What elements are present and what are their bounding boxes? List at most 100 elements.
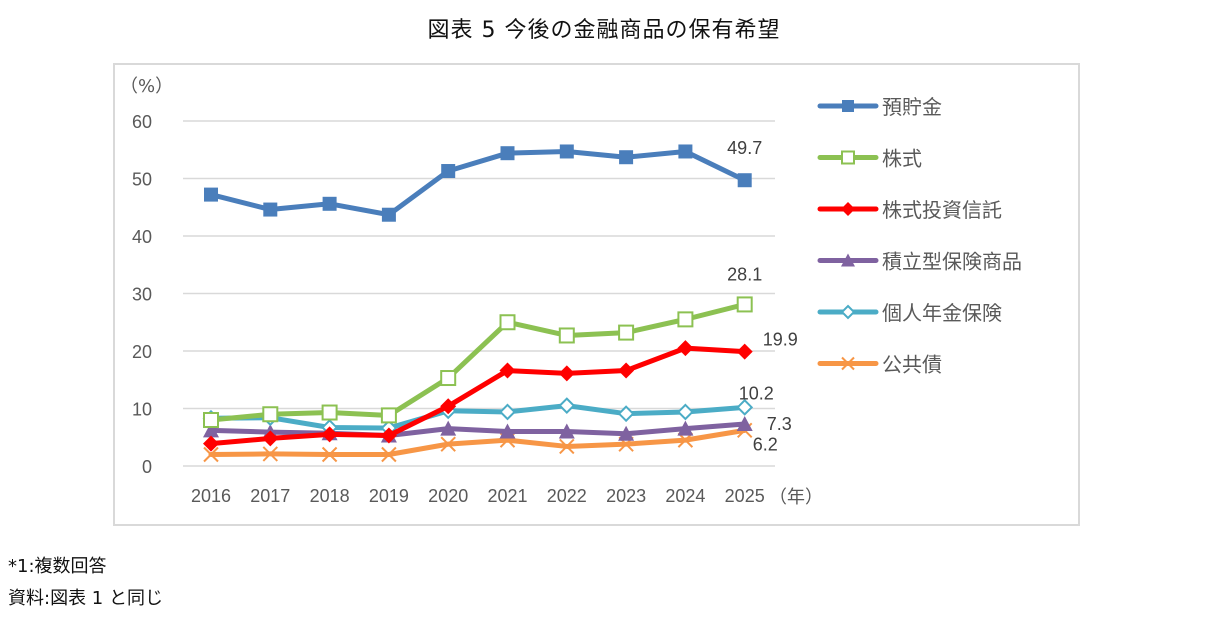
x-tick-label: 2021 — [487, 486, 527, 506]
legend-label: 預貯金 — [882, 95, 942, 119]
legend-marker — [841, 356, 855, 371]
footnote-multiple-answers: *1:複数回答 — [8, 556, 107, 577]
data-point — [500, 146, 515, 161]
data-point — [558, 327, 575, 344]
legend-marker — [842, 100, 854, 112]
data-point — [558, 365, 575, 382]
data-point — [321, 426, 338, 443]
y-tick-label: 0 — [142, 457, 152, 477]
legend-label: 株式投資信託 — [882, 198, 1002, 222]
y-axis-ticks: 0 10 20 30 40 50 60 — [132, 112, 152, 477]
legend-marker — [840, 304, 856, 320]
legend-label: 株式 — [882, 147, 922, 171]
series-1 — [203, 296, 753, 428]
data-point — [441, 164, 456, 179]
series-line — [208, 148, 748, 218]
legend-item: 積立型保険商品 — [817, 250, 1022, 274]
data-label: 28.1 — [727, 264, 762, 284]
data-point — [203, 435, 219, 452]
series-0 — [204, 144, 752, 222]
data-point — [736, 296, 753, 313]
series-line — [208, 301, 748, 423]
x-tick-label: 2024 — [665, 486, 705, 506]
data-point — [262, 406, 279, 423]
data-point — [321, 404, 338, 421]
series-line — [208, 427, 748, 457]
data-point — [736, 398, 754, 416]
x-tick-label: 2019 — [369, 486, 409, 506]
data-point — [440, 398, 457, 415]
data-point — [559, 438, 575, 455]
data-point — [676, 403, 694, 421]
legend-marker — [841, 253, 855, 267]
x-tick-label: 2023 — [606, 486, 646, 506]
legend-item: 個人年金保険 — [817, 301, 1002, 325]
y-tick-label: 40 — [132, 227, 152, 247]
legend-item: 公共債 — [817, 353, 942, 377]
data-point — [559, 144, 574, 159]
data-label: 10.2 — [739, 383, 774, 403]
x-tick-label: 2016 — [191, 486, 231, 506]
data-point — [677, 340, 694, 357]
data-label: 49.7 — [727, 138, 762, 158]
x-axis-ticks: 2016 2017 2018 2019 2020 2021 2022 2023 2024 2025 — [191, 486, 765, 506]
chart-title: 図表 5 今後の金融商品の保有希望 — [427, 18, 781, 43]
legend-item: 株式投資信託 — [817, 198, 1002, 222]
data-label: 19.9 — [763, 330, 798, 350]
legend-label: 積立型保険商品 — [882, 250, 1022, 274]
data-label: 7.3 — [767, 414, 792, 434]
legend-item: 預貯金 — [817, 95, 942, 119]
data-point — [558, 423, 575, 439]
data-point — [204, 187, 218, 202]
data-point — [619, 150, 634, 165]
series-line — [208, 421, 748, 439]
data-point — [617, 405, 635, 423]
footnote-source: 資料:図表 1 と同じ — [8, 588, 163, 609]
x-tick-label: 2018 — [310, 486, 350, 506]
data-point — [618, 425, 635, 441]
data-point — [321, 446, 338, 463]
series-2 — [203, 340, 753, 452]
data-point — [262, 446, 279, 462]
data-point — [380, 407, 397, 424]
data-point — [618, 324, 635, 341]
data-point — [678, 144, 693, 159]
data-point — [262, 430, 279, 447]
data-point — [440, 420, 457, 436]
series-5 — [203, 422, 753, 463]
series-group — [202, 144, 754, 463]
x-tick-label: 2020 — [428, 486, 468, 506]
data-point — [677, 420, 694, 436]
data-point — [203, 422, 219, 438]
y-axis-unit-label: （%） — [120, 76, 173, 97]
y-tick-label: 50 — [132, 170, 152, 190]
series-line — [208, 403, 748, 431]
data-point — [381, 207, 396, 222]
data-point — [380, 427, 397, 444]
y-tick-label: 60 — [132, 112, 152, 132]
legend-marker — [841, 150, 855, 165]
data-point — [618, 362, 635, 379]
data-point — [440, 370, 457, 387]
data-point — [736, 343, 753, 360]
legend-label: 個人年金保険 — [882, 301, 1002, 325]
data-point — [263, 202, 278, 217]
data-point — [322, 196, 337, 211]
data-point — [499, 423, 516, 439]
data-point — [440, 436, 456, 452]
x-tick-label: 2025 — [725, 486, 765, 506]
data-point — [381, 446, 397, 463]
data-point — [203, 446, 219, 463]
y-tick-label: 30 — [132, 285, 152, 305]
x-tick-label: 2017 — [250, 486, 290, 506]
legend-marker — [841, 202, 855, 216]
data-label: 6.2 — [753, 434, 778, 454]
data-point — [677, 311, 694, 328]
data-point — [558, 397, 576, 415]
x-axis-unit-label: （年） — [769, 487, 823, 508]
legend-label: 公共債 — [882, 353, 942, 377]
y-tick-label: 20 — [132, 342, 152, 362]
legend-item: 株式 — [817, 147, 922, 171]
